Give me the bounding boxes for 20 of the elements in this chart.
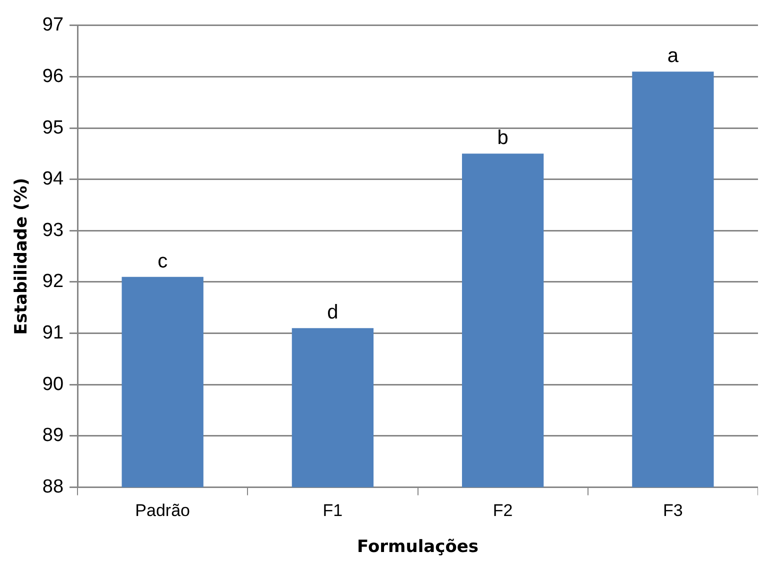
x-tick-label: F1: [322, 501, 343, 520]
annotation: c: [158, 250, 168, 272]
y-tick-label: 90: [42, 374, 64, 395]
y-tick-label: 94: [42, 168, 64, 190]
y-axis-title: Estabilidade (%): [12, 178, 32, 335]
y-tick-label: 95: [42, 117, 64, 138]
annotation: a: [667, 45, 680, 68]
x-tick-label: Padrão: [135, 501, 190, 520]
annotation: d: [327, 302, 338, 324]
y-tick-label: 89: [42, 425, 64, 446]
y-tick-label: 97: [42, 14, 64, 36]
x-axis-title: Formulações: [357, 537, 479, 558]
y-tick-label: 88: [42, 476, 64, 498]
x-tick-label: F3: [663, 501, 683, 520]
y-tick-label: 93: [42, 220, 64, 241]
annotation: b: [497, 127, 508, 150]
x-tick-label: F2: [492, 501, 513, 520]
y-tick-label: 96: [42, 66, 64, 87]
y-tick-label: 92: [42, 271, 64, 292]
y-tick-label: 91: [42, 322, 64, 344]
